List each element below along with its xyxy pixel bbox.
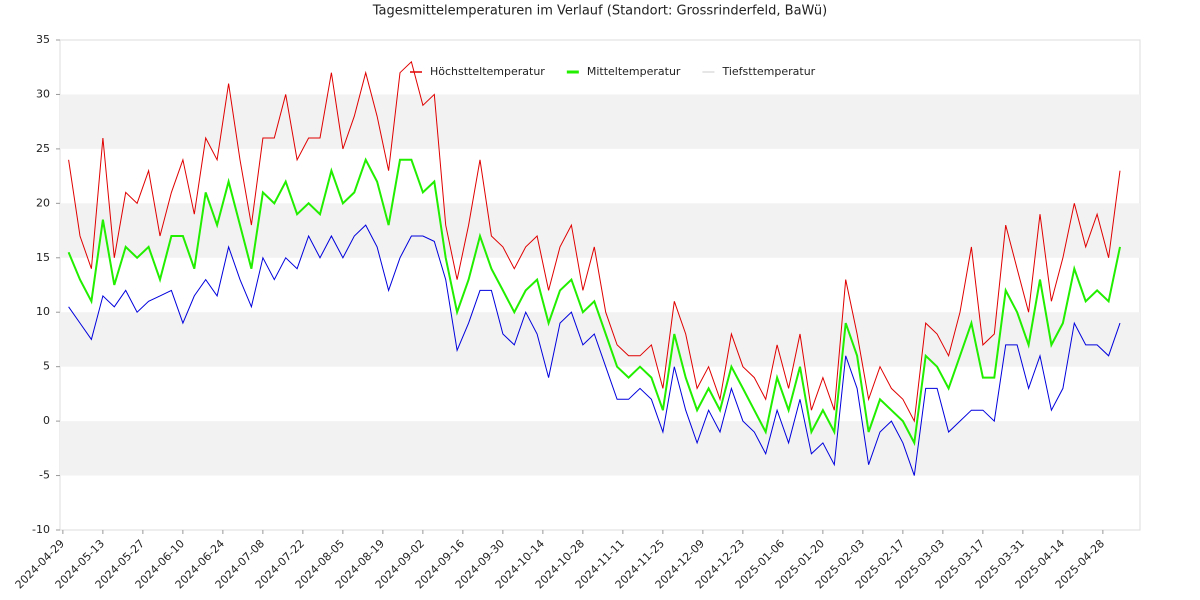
y-tick-label: -10: [32, 523, 50, 536]
legend-label: Mitteltemperatur: [587, 65, 681, 78]
y-tick-label: 10: [36, 305, 50, 318]
y-tick-label: 25: [36, 142, 50, 155]
y-tick-label: 0: [43, 414, 50, 427]
y-tick-label: 35: [36, 33, 50, 46]
grid-band: [60, 421, 1140, 476]
legend-item: Mitteltemperatur: [566, 65, 681, 78]
legend-item: Tiefsttemperatur: [702, 65, 816, 78]
grid-band: [60, 94, 1140, 149]
y-tick-label: 5: [43, 360, 50, 373]
y-tick-label: 15: [36, 251, 50, 264]
legend-item: Höchstteltemperatur: [410, 65, 545, 78]
series-line: [67, 157, 1121, 447]
series-line: [68, 60, 1121, 423]
legend-label: Höchstteltemperatur: [430, 65, 545, 78]
grid-band: [60, 203, 1140, 258]
y-tick-label: 20: [36, 196, 50, 209]
chart-title: Tagesmittelemperaturen im Verlauf (Stand…: [372, 4, 828, 19]
y-tick-label: -5: [39, 469, 50, 482]
y-tick-label: 30: [36, 87, 50, 100]
series-line: [68, 224, 1121, 476]
legend-label: Tiefsttemperatur: [721, 65, 815, 78]
